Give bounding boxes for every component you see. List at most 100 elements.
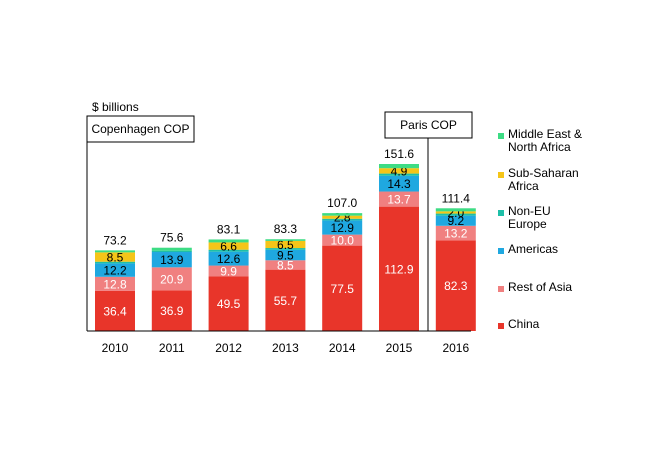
bar-segment xyxy=(435,208,476,212)
bar-segment xyxy=(151,252,192,268)
bar-segment xyxy=(435,240,476,331)
bar-segment xyxy=(322,215,363,219)
bar-segment xyxy=(265,248,306,250)
bar-segment xyxy=(435,225,476,241)
bar-segment-label: 10.0 xyxy=(331,234,355,248)
bar-total-label: 73.2 xyxy=(103,233,127,247)
bar-segment-label: 14.3 xyxy=(387,177,411,191)
legend-marker xyxy=(498,323,504,329)
x-tick-label: 2011 xyxy=(159,341,185,355)
legend-label: China xyxy=(508,317,540,331)
bar-total-label: 151.6 xyxy=(384,147,414,161)
legend-label: Rest of Asia xyxy=(508,280,572,294)
bar-segment xyxy=(379,206,419,331)
bar-segment-label: 20.9 xyxy=(160,272,184,286)
x-tick-label: 2014 xyxy=(329,341,356,355)
bar-segment-label: 8.5 xyxy=(277,258,294,272)
bar-segment-label: 12.8 xyxy=(103,277,127,291)
bar-segment xyxy=(95,250,135,253)
bar-segment xyxy=(208,239,249,243)
bar-total-label: 83.3 xyxy=(274,222,298,236)
bar-segment xyxy=(95,252,135,262)
bar-segment-label: 13.9 xyxy=(160,253,184,267)
bar-segment xyxy=(95,290,135,331)
legend-label: Europe xyxy=(508,217,547,231)
x-tick-label: 2012 xyxy=(215,341,242,355)
bar-segment xyxy=(151,290,192,331)
bar-segment xyxy=(379,191,419,207)
legend-label: Non-EU xyxy=(508,204,551,218)
bar-segment xyxy=(208,242,249,250)
legend-label: Middle East & xyxy=(508,127,582,141)
bar-segment xyxy=(322,220,363,235)
bar-segment xyxy=(151,247,192,251)
bar-segment xyxy=(208,249,249,252)
bar-segment-label: 9.5 xyxy=(277,249,294,263)
bar-segment xyxy=(265,249,306,261)
x-tick-label: 2015 xyxy=(386,341,413,355)
bar-segment-label: 13.2 xyxy=(444,227,468,241)
bar-segment xyxy=(379,164,419,169)
bar-segment xyxy=(322,245,363,331)
legend-marker xyxy=(498,286,504,292)
bar-segment-label: 12.2 xyxy=(103,264,127,278)
legend-marker xyxy=(498,172,504,178)
bar-segment xyxy=(151,250,192,253)
bar-segment-label: 2.8 xyxy=(334,211,351,225)
x-tick-label: 2016 xyxy=(442,341,469,355)
bar-segment-label: 6.5 xyxy=(277,238,294,252)
bar-total-label: 75.6 xyxy=(160,231,184,245)
bar-segment-label: 8.5 xyxy=(107,251,124,265)
bar-segment-label: 12.6 xyxy=(217,252,241,266)
annotation-box-copenhagen xyxy=(86,115,195,143)
bar-total-label: 111.4 xyxy=(442,191,471,205)
bar-segment xyxy=(322,234,363,246)
bar-segment-label: 9.2 xyxy=(447,214,464,228)
bar-segment xyxy=(322,218,363,221)
legend-marker xyxy=(498,248,504,254)
bar-segment-label: 13.7 xyxy=(387,193,411,207)
bar-segment xyxy=(95,276,135,291)
bar-segment xyxy=(265,269,306,331)
annotation-label-paris: Paris COP xyxy=(400,118,457,132)
bar-segment-label: 2.0 xyxy=(447,206,464,220)
bar-segment xyxy=(379,175,419,192)
bar-segment-label: 49.5 xyxy=(217,297,241,311)
legend-label: Africa xyxy=(508,179,539,193)
bar-segment xyxy=(95,263,135,277)
bar-segment-label: 55.7 xyxy=(274,294,298,308)
legend-label: Sub-Saharan xyxy=(508,166,579,180)
x-tick-label: 2013 xyxy=(272,341,299,355)
legend-marker xyxy=(498,210,504,216)
bar-segment-label: 36.4 xyxy=(103,304,127,318)
bar-segment xyxy=(265,239,306,241)
bar-segment-label: 12.9 xyxy=(331,221,355,235)
bar-segment xyxy=(435,215,476,226)
bar-total-label: 107.0 xyxy=(327,196,357,210)
bar-segment-label: 77.5 xyxy=(331,282,355,296)
bar-segment xyxy=(435,211,476,214)
bar-segment xyxy=(379,173,419,176)
bar-total-label: 83.1 xyxy=(217,222,241,236)
bar-segment-label: 112.9 xyxy=(384,262,413,276)
legend-label: North Africa xyxy=(508,140,571,154)
bar-segment-label: 36.9 xyxy=(160,304,184,318)
bar-segment xyxy=(208,276,249,331)
bar-segment xyxy=(208,265,249,277)
bar-segment xyxy=(95,261,135,264)
bar-segment-label: 9.9 xyxy=(220,265,237,279)
bar-segment xyxy=(265,260,306,270)
bar-segment xyxy=(435,213,476,216)
legend-label: Americas xyxy=(508,242,558,256)
y-axis-label: $ billions xyxy=(92,100,139,114)
bar-segment xyxy=(208,251,249,266)
bar-segment-label: 82.3 xyxy=(444,279,468,293)
bar-segment xyxy=(379,168,419,174)
bar-segment xyxy=(322,213,363,216)
legend-marker xyxy=(498,133,504,139)
annotation-label-copenhagen: Copenhagen COP xyxy=(91,122,189,136)
bar-segment xyxy=(151,267,192,291)
bar-segment xyxy=(265,240,306,249)
